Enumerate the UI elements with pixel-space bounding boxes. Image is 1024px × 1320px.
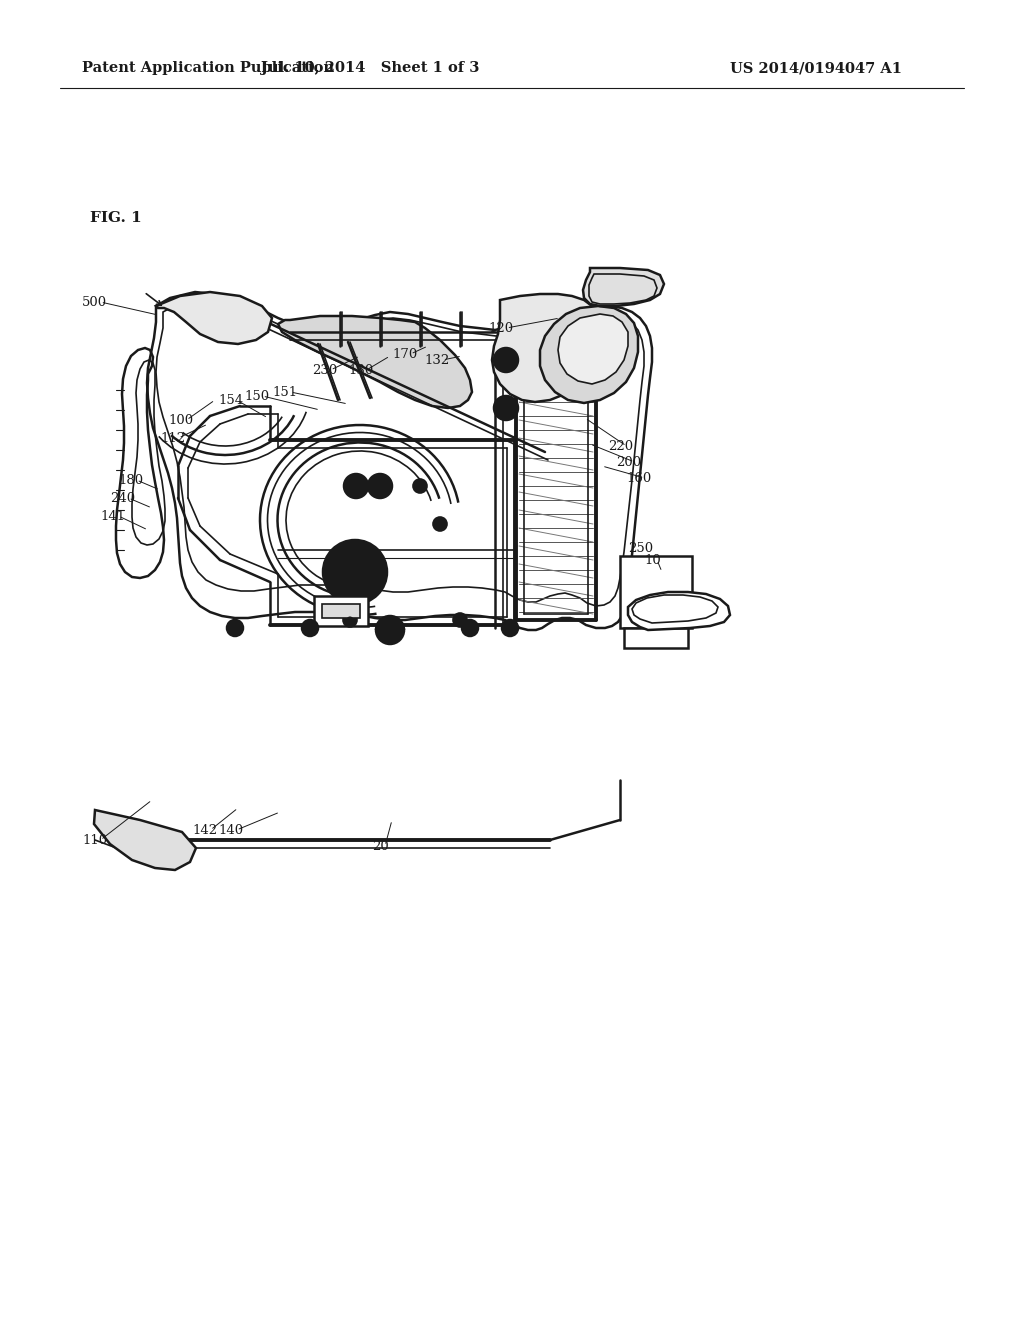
Text: US 2014/0194047 A1: US 2014/0194047 A1: [730, 61, 902, 75]
Circle shape: [502, 620, 518, 636]
Text: 220: 220: [608, 440, 633, 453]
Polygon shape: [492, 294, 600, 403]
Circle shape: [692, 605, 700, 612]
Circle shape: [331, 548, 379, 597]
Text: 140: 140: [218, 824, 243, 837]
Text: 180: 180: [118, 474, 143, 487]
Text: 142: 142: [193, 824, 217, 837]
Circle shape: [462, 620, 478, 636]
Circle shape: [373, 479, 387, 492]
Circle shape: [437, 521, 443, 527]
Text: 120: 120: [488, 322, 513, 334]
Text: Patent Application Publication: Patent Application Publication: [82, 61, 334, 75]
Polygon shape: [94, 810, 196, 870]
Text: 100: 100: [168, 413, 194, 426]
Circle shape: [433, 517, 447, 531]
Text: 112: 112: [160, 432, 185, 445]
Circle shape: [382, 622, 398, 638]
Text: 130: 130: [348, 363, 374, 376]
Circle shape: [344, 474, 368, 498]
Circle shape: [494, 396, 518, 420]
Text: 20: 20: [372, 840, 389, 853]
Polygon shape: [278, 315, 472, 408]
Circle shape: [368, 474, 392, 498]
Circle shape: [676, 605, 684, 612]
Circle shape: [227, 620, 243, 636]
Circle shape: [457, 616, 463, 623]
Text: 150: 150: [244, 389, 269, 403]
Circle shape: [302, 620, 318, 636]
Polygon shape: [540, 306, 638, 403]
Text: 250: 250: [628, 541, 653, 554]
Polygon shape: [628, 591, 730, 630]
Circle shape: [306, 624, 314, 632]
Circle shape: [343, 612, 357, 627]
Circle shape: [376, 616, 404, 644]
Polygon shape: [620, 556, 692, 628]
Text: 110: 110: [82, 833, 108, 846]
Circle shape: [466, 624, 474, 632]
Polygon shape: [583, 268, 664, 306]
Polygon shape: [156, 292, 272, 345]
Text: 10: 10: [644, 553, 660, 566]
Circle shape: [506, 624, 514, 632]
Polygon shape: [314, 597, 368, 626]
Circle shape: [708, 605, 716, 612]
Text: 240: 240: [110, 491, 135, 504]
Text: 141: 141: [100, 510, 125, 523]
Circle shape: [499, 352, 513, 367]
Text: FIG. 1: FIG. 1: [90, 211, 141, 224]
Text: 170: 170: [392, 347, 417, 360]
Text: 500: 500: [82, 296, 108, 309]
Circle shape: [499, 401, 513, 414]
Polygon shape: [624, 628, 688, 648]
Circle shape: [413, 479, 427, 492]
Circle shape: [347, 616, 353, 623]
Circle shape: [494, 348, 518, 372]
Text: 200: 200: [616, 455, 641, 469]
Circle shape: [417, 483, 423, 488]
Text: 160: 160: [626, 471, 651, 484]
Text: 151: 151: [272, 385, 297, 399]
Text: Jul. 10, 2014   Sheet 1 of 3: Jul. 10, 2014 Sheet 1 of 3: [261, 61, 479, 75]
Circle shape: [345, 562, 365, 582]
Circle shape: [349, 479, 362, 492]
Circle shape: [644, 605, 652, 612]
Circle shape: [323, 540, 387, 605]
Text: 154: 154: [218, 393, 243, 407]
Text: 132: 132: [424, 354, 450, 367]
Circle shape: [231, 624, 239, 632]
Polygon shape: [322, 605, 360, 618]
Text: 230: 230: [312, 363, 337, 376]
Circle shape: [350, 568, 360, 577]
Circle shape: [660, 605, 668, 612]
Circle shape: [453, 612, 467, 627]
Polygon shape: [558, 314, 628, 384]
